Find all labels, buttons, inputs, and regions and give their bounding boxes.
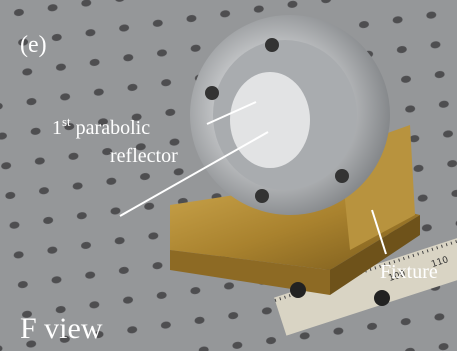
panel-label: (e) xyxy=(20,32,47,58)
bolt xyxy=(374,290,390,306)
view-label: F view xyxy=(20,312,103,345)
photo: 100 110 (e) 1st parabolic reflector Fixt… xyxy=(0,0,457,351)
screw xyxy=(255,189,269,203)
screw xyxy=(265,38,279,52)
screw xyxy=(205,86,219,100)
fixture-label: Fixture xyxy=(380,261,438,283)
reflector-text: parabolic xyxy=(71,117,151,139)
reflector-label-line2: reflector xyxy=(110,145,178,167)
reflector-number: 1 xyxy=(52,117,62,139)
screw xyxy=(335,169,349,183)
bolt xyxy=(290,282,306,298)
reflector-cone xyxy=(230,72,310,168)
